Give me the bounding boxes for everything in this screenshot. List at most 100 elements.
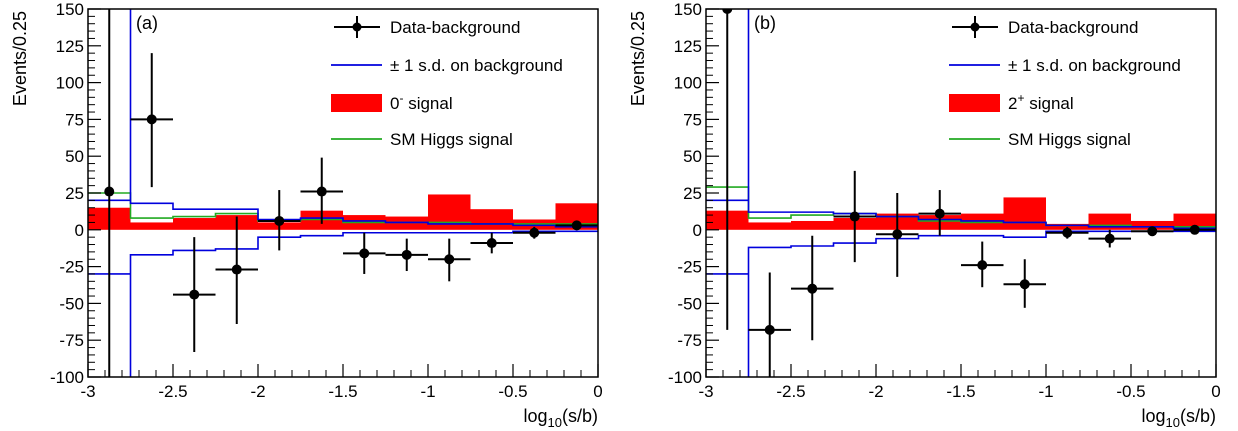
panel-label: (b) <box>754 13 776 33</box>
y-tick-label: 50 <box>65 147 84 166</box>
data-point <box>977 260 988 271</box>
legend-label-main: 2 <box>1008 94 1017 113</box>
x-tick-label: -3 <box>80 382 95 401</box>
legend-label-main: 0 <box>390 94 399 113</box>
data-point <box>104 186 115 197</box>
y-tick-label: 100 <box>674 74 702 93</box>
legend-label-rest: signal <box>403 94 452 113</box>
legend-label-sup: - <box>399 91 403 105</box>
y-axis-label: Events/0.25 <box>628 11 648 106</box>
x-axis-label-rest: (s/b) <box>1180 406 1216 426</box>
x-tick-label: -1 <box>1038 382 1053 401</box>
y-tick-label: -75 <box>677 331 702 350</box>
y-tick-label: 75 <box>65 110 84 129</box>
x-tick-label: -0.5 <box>1116 382 1145 401</box>
y-tick-label: 25 <box>65 184 84 203</box>
y-tick-label: -75 <box>59 331 84 350</box>
legend-entry-label: 2+ signal <box>1008 91 1074 113</box>
y-axis-label: Events/0.25 <box>10 11 30 106</box>
y-tick-label: 25 <box>683 184 702 203</box>
signal-bar <box>748 222 791 230</box>
x-tick-label: 0 <box>593 382 602 401</box>
legend-entry-label: Data-background <box>1008 18 1138 37</box>
signal-bar <box>1003 197 1046 230</box>
y-tick-label: -25 <box>677 258 702 277</box>
legend-entry-label: Data-background <box>390 18 520 37</box>
x-tick-label: -2 <box>250 382 265 401</box>
data-point <box>722 9 733 14</box>
x-axis-label-rest: (s/b) <box>562 406 598 426</box>
y-tick-label: 150 <box>56 0 84 19</box>
legend-marker-box <box>949 94 1000 112</box>
y-tick-label: -50 <box>677 294 702 313</box>
x-tick-label: -3 <box>698 382 713 401</box>
legend-entry-label: SM Higgs signal <box>1008 130 1131 149</box>
legend-label-sup: + <box>1017 91 1024 105</box>
x-tick-label: -1.5 <box>328 382 357 401</box>
panel-label: (a) <box>136 13 158 33</box>
x-axis-label: log10(s/b) <box>524 406 599 430</box>
x-tick-label: -1 <box>420 382 435 401</box>
legend-entry-label: SM Higgs signal <box>390 130 513 149</box>
y-tick-label: -100 <box>668 368 702 387</box>
x-tick-label: -2.5 <box>776 382 805 401</box>
data-point <box>359 248 370 259</box>
data-point <box>892 229 903 240</box>
data-point <box>231 264 242 275</box>
signal-bar <box>130 222 173 230</box>
y-tick-label: -100 <box>50 368 84 387</box>
signal-bar <box>470 209 513 230</box>
band-upper-step <box>706 9 1216 230</box>
x-tick-label: -2 <box>868 382 883 401</box>
legend-marker-point <box>352 22 362 32</box>
data-point <box>849 211 860 222</box>
x-axis-label-sub: 10 <box>1166 415 1180 430</box>
data-point <box>934 208 945 219</box>
band-upper-step <box>88 9 598 228</box>
y-tick-label: 50 <box>683 147 702 166</box>
x-tick-label: -0.5 <box>498 382 527 401</box>
x-tick-label: 0 <box>1211 382 1220 401</box>
data-point <box>1189 224 1200 235</box>
signal-bar <box>1173 213 1216 230</box>
x-axis-label: log10(s/b) <box>1142 406 1217 430</box>
data-point <box>146 114 157 125</box>
signal-bar <box>173 218 216 230</box>
x-axis-label-main: log <box>1142 406 1166 426</box>
plot-area <box>706 9 1216 377</box>
y-tick-label: -25 <box>59 258 84 277</box>
data-point <box>189 289 200 300</box>
data-point <box>529 227 540 238</box>
band-lower-step <box>88 230 598 377</box>
y-tick-label: 150 <box>674 0 702 19</box>
data-point <box>1019 279 1030 290</box>
x-tick-label: -1.5 <box>946 382 975 401</box>
data-point <box>486 238 497 249</box>
data-point <box>1104 233 1115 244</box>
data-point <box>316 186 327 197</box>
y-tick-label: -50 <box>59 294 84 313</box>
legend-entry-label: ± 1 s.d. on background <box>390 56 563 75</box>
data-point <box>571 220 582 231</box>
y-tick-label: 75 <box>683 110 702 129</box>
legend-label-rest: signal <box>1024 94 1073 113</box>
x-axis-label-sub: 10 <box>548 415 562 430</box>
sm-higgs-step <box>706 186 1216 228</box>
legend-entry-label: ± 1 s.d. on background <box>1008 56 1181 75</box>
y-tick-label: 100 <box>56 74 84 93</box>
plot-area <box>88 9 598 377</box>
y-tick-label: 0 <box>693 221 702 240</box>
data-point <box>1062 227 1073 238</box>
x-tick-label: -2.5 <box>158 382 187 401</box>
signal-bar <box>791 220 834 230</box>
band-lower-step <box>706 230 1216 377</box>
data-point <box>274 215 285 226</box>
data-point <box>1147 226 1158 237</box>
y-tick-label: 125 <box>674 37 702 56</box>
data-point <box>807 283 818 294</box>
legend-marker-point <box>970 22 980 32</box>
signal-bar <box>1131 220 1174 230</box>
